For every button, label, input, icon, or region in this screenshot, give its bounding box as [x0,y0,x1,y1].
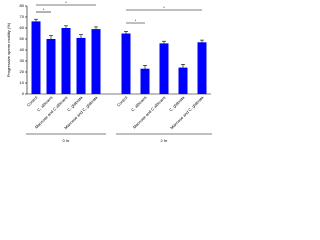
group-label: 2 hr [161,138,169,143]
bar [178,67,188,94]
y-tick-label: 60 [20,25,25,30]
x-tick-label: C. albicans [130,95,148,113]
y-tick-label: 0 [22,91,25,96]
x-tick-label: Control [116,95,129,108]
x-tick-label: C. glabrata [168,94,186,112]
significance-label: * [163,5,165,10]
bar [31,21,41,94]
bar [46,39,56,94]
bar [121,33,131,94]
bar [91,29,101,95]
x-tick-label: Control [26,95,39,108]
y-tick-label: 30 [20,58,25,63]
x-tick-label: Mannose and C.albicans [132,95,167,130]
significance-label: * [135,18,137,23]
bar [159,43,169,94]
bar [61,28,71,94]
chart: Progressive sperm motility (%) 0 10 20 30 40… [6,0,212,143]
y-tick-label: 10 [20,80,25,85]
significance-label: * [43,7,45,12]
y-tick-label: 70 [20,14,25,19]
bar [197,42,207,94]
bar [140,68,150,94]
y-tick-label: 20 [20,69,25,74]
significance-label: * [65,0,67,5]
y-tick-label: 40 [20,47,25,52]
bar [76,37,86,94]
y-tick-label: 80 [20,3,25,8]
y-tick-label: 50 [20,36,25,41]
x-tick-label: Mannose and C. glabrata [169,94,205,130]
y-axis-label: Progressive sperm motility (%) [6,22,11,77]
group-label: 0 hr [63,138,71,143]
